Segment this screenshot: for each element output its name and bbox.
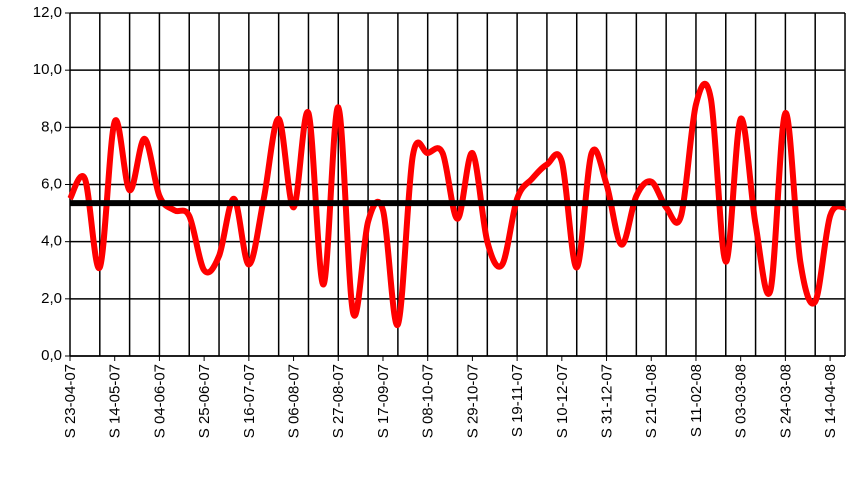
x-tick-label: S 10-12-07 bbox=[554, 364, 571, 438]
x-tick-label: S 23-04-07 bbox=[62, 364, 79, 438]
data-line bbox=[67, 80, 847, 328]
y-tick-label: 12,0 bbox=[33, 4, 62, 21]
x-tick-label: S 27-08-07 bbox=[330, 364, 347, 438]
x-tick-label: S 21-01-08 bbox=[643, 364, 660, 438]
y-tick-label: 6,0 bbox=[41, 175, 62, 192]
x-tick-label: S 14-04-08 bbox=[822, 364, 839, 438]
x-tick-label: S 06-08-07 bbox=[286, 364, 303, 438]
y-tick-label: 8,0 bbox=[41, 118, 62, 135]
x-tick-label: S 19-11-07 bbox=[509, 364, 526, 437]
y-tick-label: 2,0 bbox=[41, 290, 62, 307]
x-tick-label: S 24-03-08 bbox=[777, 364, 794, 438]
x-tick-label: S 25-06-07 bbox=[196, 364, 213, 438]
x-tick-label: S 04-06-07 bbox=[151, 364, 168, 438]
y-tick-label: 10,0 bbox=[33, 61, 62, 78]
x-tick-label: S 17-09-07 bbox=[375, 364, 392, 438]
x-tick-label: S 14-05-07 bbox=[107, 364, 124, 438]
y-tick-label: 4,0 bbox=[41, 233, 62, 250]
x-tick-label: S 03-03-08 bbox=[733, 364, 750, 438]
x-tick-label: S 31-12-07 bbox=[599, 364, 616, 438]
x-tick-label: S 16-07-07 bbox=[241, 364, 258, 438]
x-tick-label: S 29-10-07 bbox=[464, 364, 481, 438]
y-tick-label: 0,0 bbox=[41, 347, 62, 364]
x-tick-label: S 08-10-07 bbox=[420, 364, 437, 438]
x-tick-label: S 11-02-08 bbox=[688, 364, 705, 437]
